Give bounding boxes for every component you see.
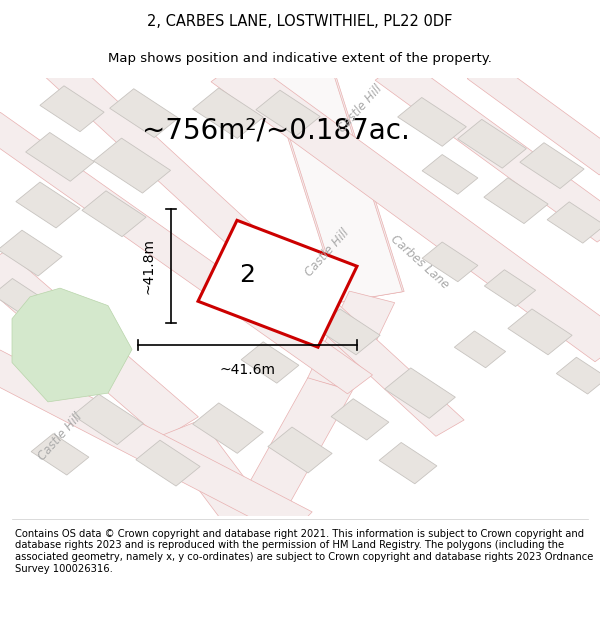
Polygon shape	[467, 60, 600, 175]
Polygon shape	[331, 399, 389, 440]
Polygon shape	[458, 119, 526, 168]
Polygon shape	[26, 132, 94, 181]
Polygon shape	[211, 57, 600, 362]
Polygon shape	[82, 191, 146, 237]
Polygon shape	[520, 142, 584, 189]
Text: 2: 2	[239, 263, 256, 287]
Polygon shape	[484, 177, 548, 224]
Polygon shape	[230, 378, 352, 531]
Polygon shape	[385, 368, 455, 418]
Polygon shape	[379, 442, 437, 484]
Polygon shape	[16, 182, 80, 228]
Text: Carbes Lane: Carbes Lane	[388, 232, 452, 291]
Polygon shape	[94, 138, 170, 193]
Polygon shape	[280, 252, 344, 298]
Polygon shape	[193, 403, 263, 453]
Polygon shape	[256, 90, 320, 136]
Text: ~41.6m: ~41.6m	[220, 362, 275, 376]
Polygon shape	[556, 357, 600, 394]
Polygon shape	[159, 420, 273, 532]
Polygon shape	[454, 331, 506, 367]
Text: Castle Hill: Castle Hill	[335, 82, 385, 135]
Polygon shape	[268, 64, 404, 302]
Polygon shape	[241, 342, 299, 383]
Text: ~756m²/~0.187ac.: ~756m²/~0.187ac.	[142, 117, 410, 144]
Text: 2, CARBES LANE, LOSTWITHIEL, PL22 0DF: 2, CARBES LANE, LOSTWITHIEL, PL22 0DF	[148, 14, 452, 29]
Polygon shape	[547, 202, 600, 243]
Polygon shape	[31, 434, 89, 475]
Polygon shape	[484, 270, 536, 306]
Polygon shape	[316, 309, 380, 355]
Polygon shape	[40, 86, 104, 132]
Polygon shape	[268, 427, 332, 473]
Text: Castle Hill: Castle Hill	[302, 227, 352, 279]
Polygon shape	[307, 291, 395, 390]
Polygon shape	[269, 64, 403, 302]
Text: Contains OS data © Crown copyright and database right 2021. This information is : Contains OS data © Crown copyright and d…	[15, 529, 593, 574]
Polygon shape	[136, 440, 200, 486]
Polygon shape	[198, 220, 357, 348]
Polygon shape	[46, 61, 464, 436]
Polygon shape	[0, 279, 44, 315]
Polygon shape	[193, 88, 263, 138]
Polygon shape	[508, 309, 572, 355]
Text: Castle Hill: Castle Hill	[35, 411, 85, 463]
Polygon shape	[12, 288, 132, 402]
Text: Map shows position and indicative extent of the property.: Map shows position and indicative extent…	[108, 52, 492, 65]
Polygon shape	[422, 154, 478, 194]
Polygon shape	[422, 242, 478, 282]
Polygon shape	[375, 59, 600, 242]
Polygon shape	[73, 394, 143, 444]
Polygon shape	[398, 98, 466, 146]
Polygon shape	[0, 230, 62, 276]
Polygon shape	[0, 350, 312, 537]
Text: ~41.8m: ~41.8m	[142, 238, 156, 294]
Polygon shape	[0, 112, 373, 394]
Polygon shape	[0, 251, 199, 439]
Polygon shape	[110, 89, 178, 138]
